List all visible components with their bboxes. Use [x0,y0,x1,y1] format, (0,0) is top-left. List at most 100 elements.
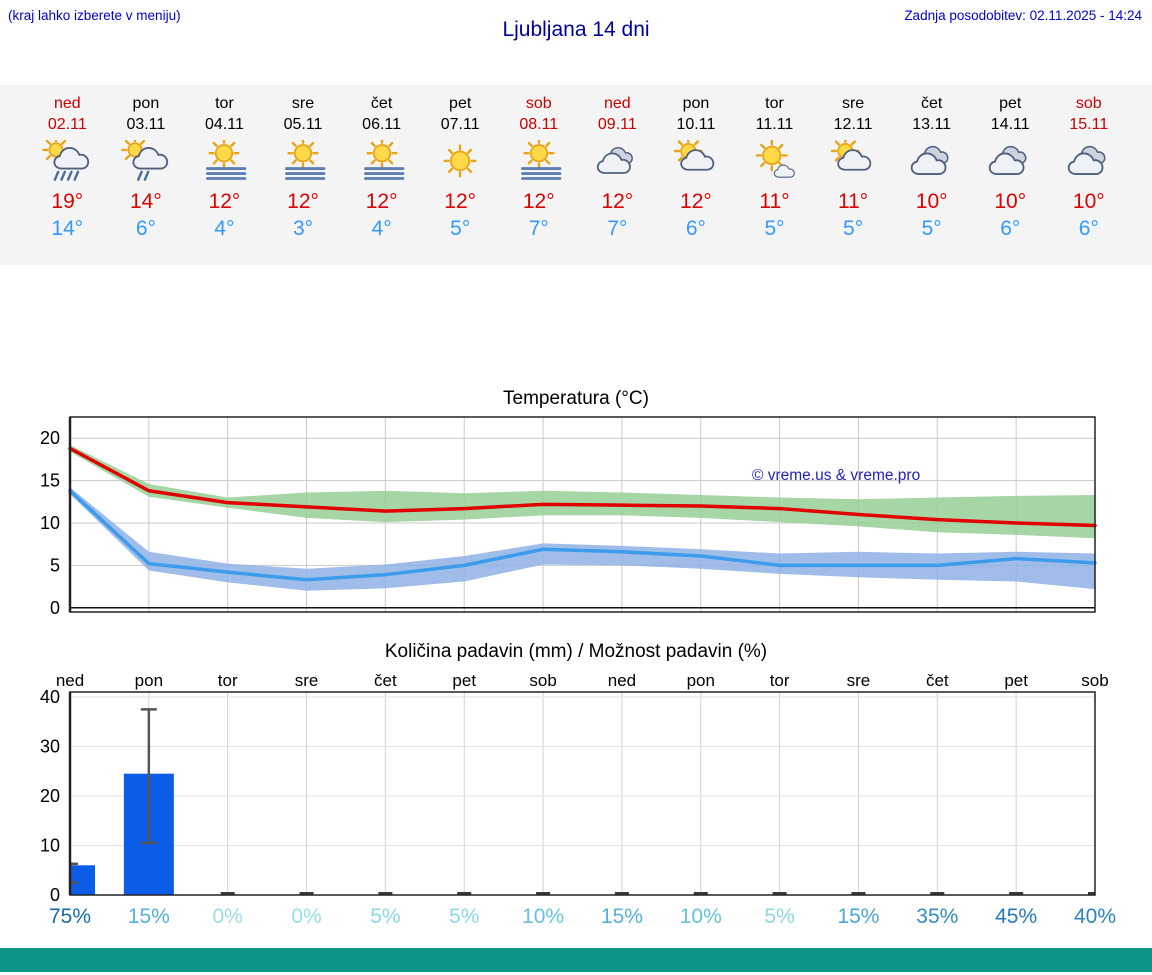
high-temp: 12° [287,190,319,213]
high-temp: 12° [601,190,634,213]
day-name: pet [449,95,472,112]
cloudy-icon [1050,140,1129,186]
high-temp: 12° [522,190,555,213]
svg-text:5%: 5% [764,905,794,928]
high-temp: 12° [365,190,398,213]
low-temp: 4° [371,217,392,240]
svg-text:5%: 5% [370,905,400,928]
high-temp: 11° [837,190,869,213]
day-name: sob [1075,95,1102,112]
day-card[interactable]: pet 14.11 10° 6° [971,93,1050,265]
day-card[interactable]: pon 10.11 12° 6° [657,93,736,265]
temperature-chart: 0 5 10 15 20 [40,416,1097,617]
low-temp: 5° [843,217,864,240]
svg-text:sre: sre [847,672,871,690]
cloudy-icon [892,140,971,186]
cloudy-icon [971,140,1050,186]
high-temp: 10° [1072,190,1105,213]
day-card[interactable]: sob 15.11 10° 6° [1050,93,1129,265]
svg-text:pon: pon [135,672,163,690]
svg-text:sob: sob [529,672,556,690]
low-temp: 7° [528,217,549,240]
sun-fog-icon [342,137,421,186]
svg-text:15%: 15% [601,905,643,928]
day-name: čet [920,95,943,112]
sun-fog-icon [499,137,578,186]
day-date: 09.11 [597,116,637,133]
day-card[interactable]: sre 05.11 12° 3° [264,93,343,265]
day-name: sre [841,95,865,112]
forecast-strip: ned 02.11 19° 14° pon 03.11 14° 6° tor 0… [0,85,1152,265]
day-card[interactable]: tor 04.11 12° 4° [185,93,264,265]
low-temp: 7° [607,217,628,240]
svg-text:sre: sre [295,672,319,690]
svg-text:čet: čet [374,672,397,690]
svg-text:10%: 10% [680,905,722,928]
day-name: pet [999,95,1022,112]
day-card[interactable]: ned 02.11 19° 14° [28,93,107,265]
svg-text:15%: 15% [128,905,170,928]
low-temp: 6° [1078,217,1099,240]
day-date: 03.11 [126,116,166,133]
svg-text:40%: 40% [1074,905,1116,928]
svg-text:40: 40 [40,687,60,707]
high-temp: 10° [915,190,948,213]
svg-text:20: 20 [40,428,60,448]
sun-cloud-showers-icon [107,136,186,186]
high-temp: 12° [680,190,712,213]
mostly-cloudy-icon [578,140,657,186]
high-temp: 19° [51,190,84,213]
low-temp: 6° [685,217,706,240]
day-date: 10.11 [676,116,716,133]
svg-text:ned: ned [608,672,636,690]
svg-text:0%: 0% [213,905,243,928]
day-date: 06.11 [362,116,402,133]
day-date: 05.11 [283,116,323,133]
day-card[interactable]: ned 09.11 12° 7° [578,93,657,265]
svg-text:20: 20 [40,786,60,806]
svg-text:pet: pet [452,672,476,690]
svg-text:45%: 45% [995,905,1037,928]
page-title: Ljubljana 14 dni [502,18,650,41]
day-name: ned [53,95,81,112]
high-temp: 12° [444,190,477,213]
day-name: pon [682,95,710,112]
day-name: sob [525,95,552,112]
day-card[interactable]: čet 13.11 10° 5° [892,93,971,265]
svg-text:pon: pon [687,672,715,690]
day-date: 07.11 [440,116,480,133]
day-date: 02.11 [47,116,87,133]
day-card[interactable]: pet 07.11 12° 5° [421,93,500,265]
svg-text:pet: pet [1004,672,1028,690]
low-temp: 6° [135,217,156,240]
last-updated: Zadnja posodobitev: 02.11.2025 - 14:24 [904,8,1142,23]
day-name: ned [603,95,631,112]
day-name: čet [370,95,393,112]
precipitation-chart-title: Količina padavin (mm) / Možnost padavin … [384,641,768,662]
temperature-chart-title: Temperatura (°C) [503,388,649,409]
day-card[interactable]: pon 03.11 14° 6° [107,93,186,265]
svg-text:tor: tor [218,672,238,690]
sun-cloud-rain-icon [28,136,107,186]
high-temp: 12° [208,190,241,213]
day-name: tor [215,95,234,112]
day-card[interactable]: tor 11.11 11° 5° [735,93,814,265]
day-date: 04.11 [205,116,244,133]
day-card[interactable]: sre 12.11 11° 5° [814,93,893,265]
high-temp: 11° [759,190,790,213]
sun-fog-icon [264,137,343,186]
day-name: sre [291,95,315,112]
day-date: 11.11 [755,116,794,133]
day-date: 08.11 [519,116,559,133]
svg-text:35%: 35% [916,905,958,928]
day-card[interactable]: sob 08.11 12° 7° [499,93,578,265]
day-name: tor [765,95,784,112]
day-date: 14.11 [990,116,1030,133]
partly-cloudy-icon [657,136,736,186]
day-card[interactable]: čet 06.11 12° 4° [342,93,421,265]
low-temp: 5° [764,217,785,240]
svg-text:čet: čet [926,672,949,690]
high-temp: 14° [129,190,162,213]
